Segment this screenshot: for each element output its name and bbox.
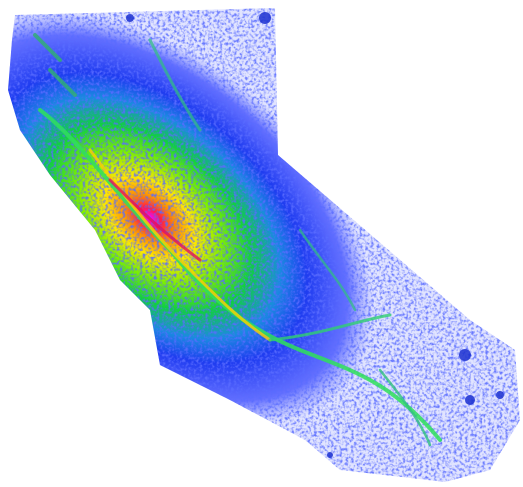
blob: [459, 349, 471, 361]
blob: [259, 12, 271, 24]
density-map: [0, 0, 523, 487]
blob: [496, 391, 504, 399]
blob: [465, 395, 475, 405]
page: [0, 0, 523, 487]
state-area: [0, 0, 523, 487]
blob: [327, 452, 333, 458]
speckle-texture: [0, 0, 523, 487]
blob: [126, 14, 134, 22]
